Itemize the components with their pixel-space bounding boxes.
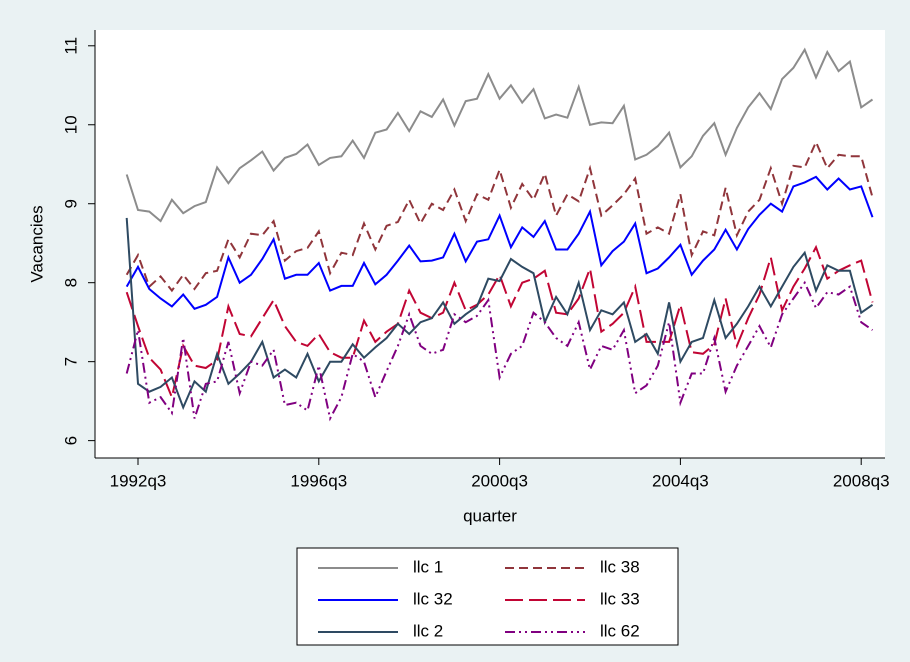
y-tick-label: 10	[61, 115, 80, 134]
x-axis-title: quarter	[463, 506, 517, 525]
y-tick-label: 9	[61, 199, 80, 208]
series-line	[125, 244, 874, 401]
x-tick-label: 1996q3	[290, 471, 347, 490]
x-tick-label: 1992q3	[110, 471, 167, 490]
legend-label: llc 38	[600, 557, 640, 576]
x-tick-label: 2008q3	[833, 471, 890, 490]
legend-label: llc 32	[413, 589, 453, 608]
series-line	[125, 139, 874, 293]
y-tick-label: 7	[61, 357, 80, 366]
y-tick-label: 6	[61, 436, 80, 445]
y-tick-label: 8	[61, 278, 80, 287]
plot-area	[95, 30, 885, 458]
series-line	[125, 47, 874, 223]
y-axis-title: Vacancies	[27, 205, 46, 282]
legend-label: llc 2	[413, 621, 443, 640]
y-tick-label: 11	[61, 37, 80, 55]
legend-label: llc 33	[600, 589, 640, 608]
x-tick-label: 2000q3	[471, 471, 528, 490]
series-line	[125, 280, 874, 422]
legend	[296, 547, 679, 646]
x-tick-label: 2004q3	[652, 471, 709, 490]
series-line	[125, 175, 874, 310]
legend-label: llc 1	[413, 557, 443, 576]
legend-label: llc 62	[600, 621, 640, 640]
